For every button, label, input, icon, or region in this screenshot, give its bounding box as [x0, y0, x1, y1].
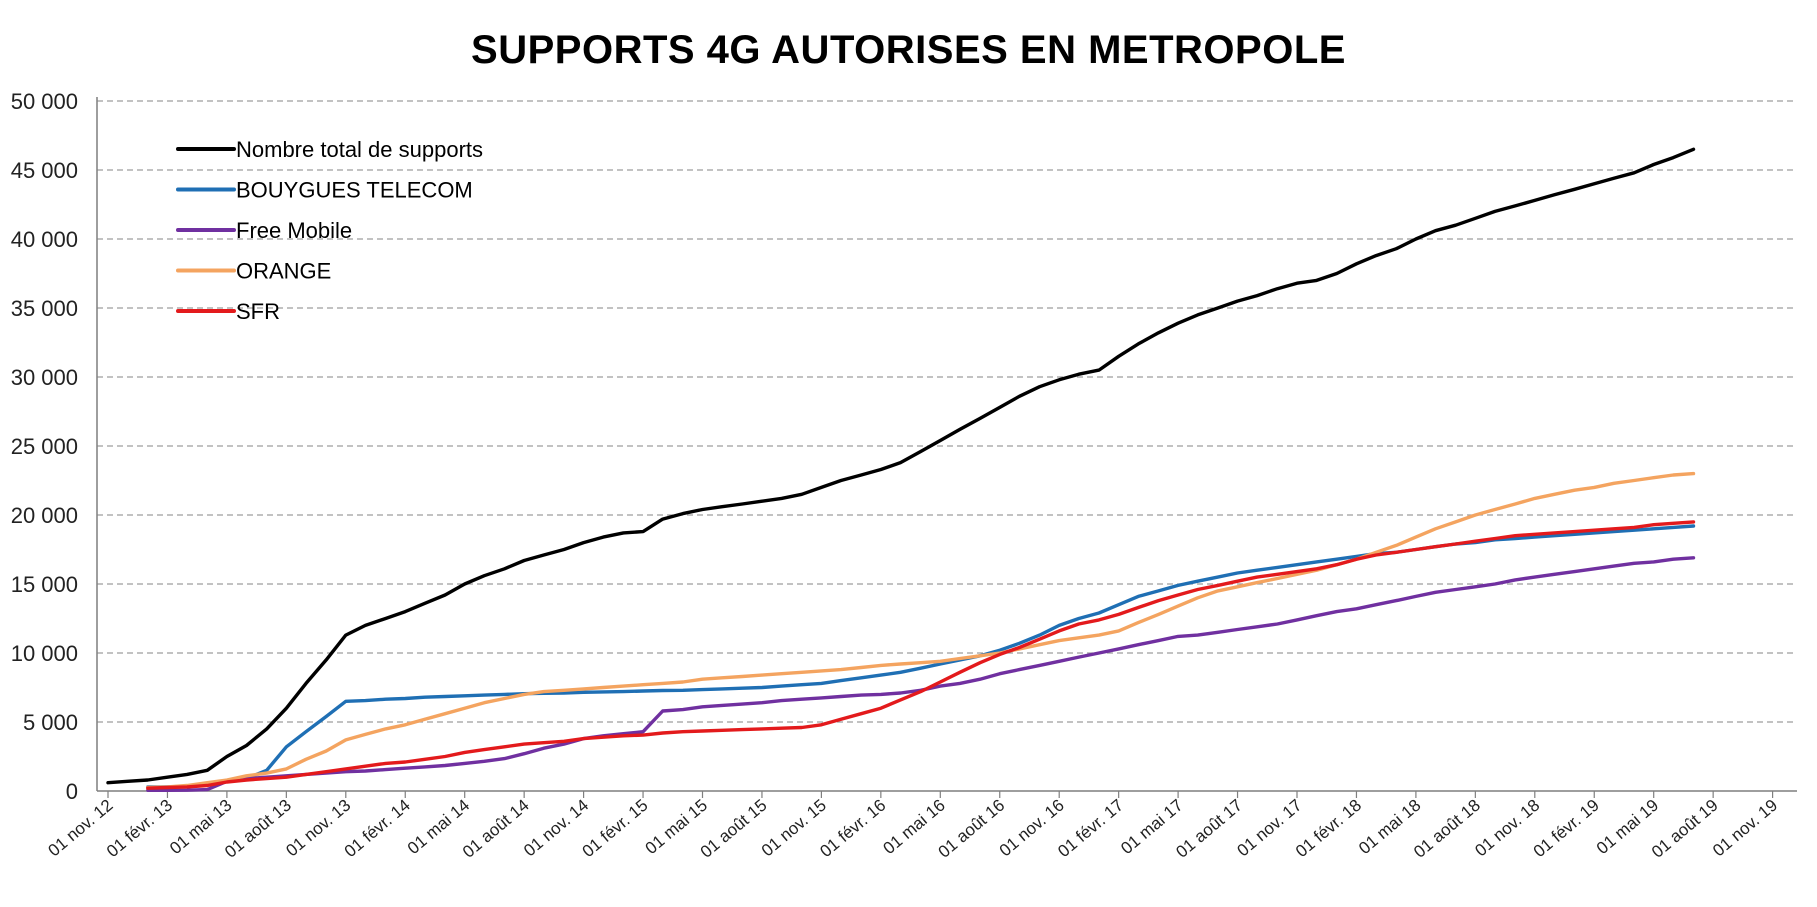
- x-tick-label: 01 nov. 19: [1709, 796, 1781, 861]
- y-tick-label: 50 000: [11, 89, 78, 114]
- series-line-orange: [146, 471, 1696, 790]
- series-line-bouygues-telecom: [146, 524, 1696, 789]
- series-line-free-mobile: [146, 556, 1696, 792]
- y-tick-label: 40 000: [11, 227, 78, 252]
- series-lines: [106, 147, 1696, 792]
- x-tick-label: 01 févr. 19: [1530, 796, 1603, 862]
- x-tick-label: 01 août 19: [1648, 796, 1722, 862]
- y-tick-label: 10 000: [11, 641, 78, 666]
- x-tick-label: 01 août 18: [1410, 796, 1484, 862]
- y-tick-label: 45 000: [11, 158, 78, 183]
- x-tick-label: 01 août 13: [221, 796, 295, 862]
- legend-label: Nombre total de supports: [236, 137, 483, 162]
- legend-label: Free Mobile: [236, 218, 352, 243]
- x-tick-label: 01 févr. 14: [341, 796, 414, 862]
- x-tick-label: 01 févr. 15: [579, 796, 652, 862]
- y-tick-label: 0: [66, 779, 78, 804]
- chart-title: SUPPORTS 4G AUTORISES EN METROPOLE: [471, 28, 1346, 72]
- y-tick-label: 5 000: [23, 710, 78, 735]
- gridlines: [97, 100, 1797, 723]
- legend: Nombre total de supports BOUYGUES TELECOM…: [176, 137, 483, 324]
- x-tick-label: 01 févr. 16: [816, 796, 889, 862]
- legend-label: BOUYGUES TELECOM: [236, 178, 473, 203]
- legend-label: ORANGE: [236, 259, 331, 284]
- x-tick-label: 01 févr. 18: [1292, 796, 1365, 862]
- y-tick-label: 20 000: [11, 503, 78, 528]
- x-tick-label: 01 août 16: [935, 796, 1009, 862]
- axes: 0 5 000 10 000 15 000 20 000 25 000 30 000 35 0…: [11, 89, 1797, 862]
- series-line-nombre-total-de-supports: [106, 147, 1696, 785]
- x-tick-label: 01 août 14: [459, 796, 533, 862]
- x-tick-label: 01 août 17: [1172, 796, 1246, 862]
- legend-label: SFR: [236, 299, 280, 324]
- y-tick-label: 35 000: [11, 296, 78, 321]
- y-tick-label: 15 000: [11, 572, 78, 597]
- x-tick-label: 01 août 15: [697, 796, 771, 862]
- x-tick-label: 01 févr. 17: [1054, 796, 1127, 862]
- series-line-sfr: [146, 520, 1696, 790]
- x-tick-label: 01 févr. 13: [103, 796, 176, 862]
- y-tick-label: 25 000: [11, 434, 78, 459]
- y-tick-label: 30 000: [11, 365, 78, 390]
